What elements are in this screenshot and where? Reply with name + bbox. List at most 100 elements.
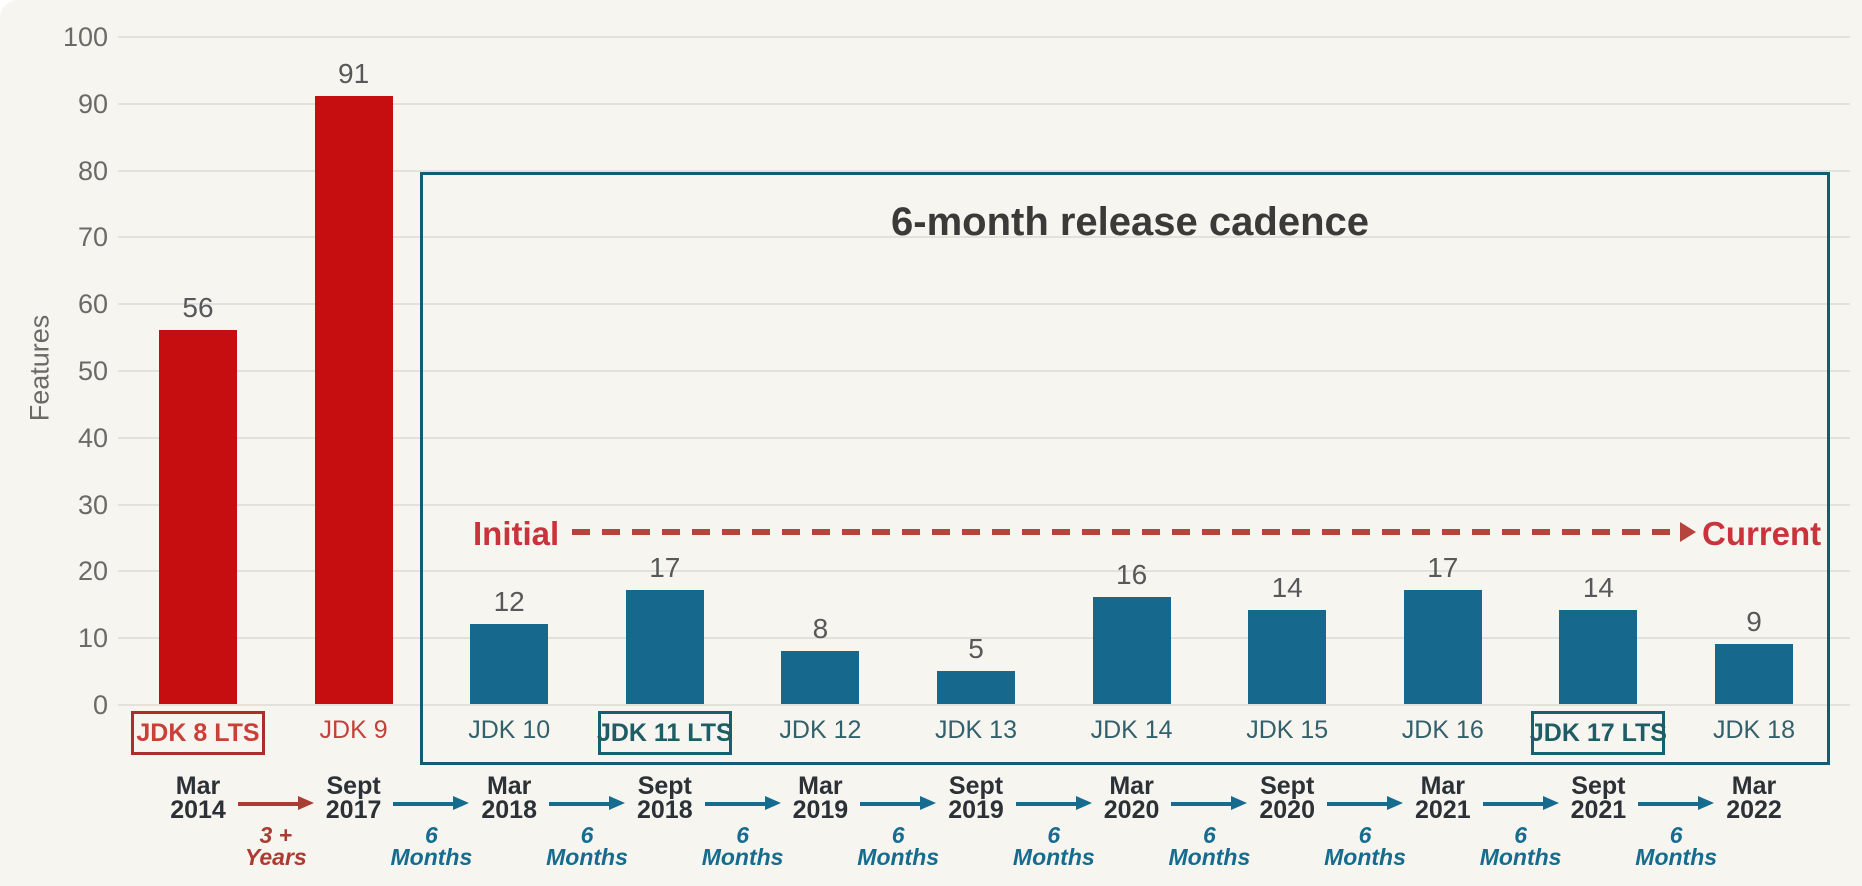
category-label-box: JDK 11 LTS	[597, 711, 733, 755]
y-tick-label: 30	[77, 489, 108, 520]
current-annotation-label: Current	[1702, 515, 1822, 552]
timeline-arrow-icon	[860, 796, 937, 812]
interval-label-line: 6	[891, 822, 905, 848]
arrow-shaft	[1171, 802, 1233, 806]
bar-jdk-17-lts	[1559, 610, 1638, 704]
timeline-arrow-icon	[1171, 796, 1248, 812]
bar-jdk-13	[937, 670, 1015, 704]
bar-jdk-11-lts	[625, 590, 704, 704]
category-label: JDK 10	[468, 716, 551, 744]
timeline-date-line: 2019	[948, 796, 1004, 824]
bar-value-label: 17	[649, 552, 681, 584]
timeline-date-line: 2018	[636, 796, 693, 824]
cadence-box-outline	[420, 172, 1830, 765]
timeline-date-line: 2018	[481, 796, 537, 824]
timeline-date: Mar 2022	[1679, 772, 1829, 824]
timeline-arrow-icon	[1327, 796, 1403, 812]
timeline-date-line: 2022	[1726, 796, 1782, 824]
interval-label-line: Months	[1635, 844, 1718, 870]
category-label-box: JDK 17 LTS	[1530, 711, 1667, 755]
initial-annotation-label: Initial	[473, 515, 560, 552]
bar-value-label: 91	[338, 58, 370, 90]
bar-jdk-10	[470, 623, 549, 704]
bar-value-label: 56	[182, 291, 214, 323]
interval-label-line: Years	[244, 844, 307, 870]
timeline-date: Mar 2019	[745, 774, 895, 823]
bar-jdk-16	[1403, 590, 1482, 704]
gridline	[118, 570, 1850, 573]
timeline-date-line: 2021	[1570, 796, 1627, 824]
bar-value-label: 5	[968, 632, 984, 664]
timeline-arrow-icon	[1482, 796, 1559, 812]
interval-label-line: Months	[857, 844, 940, 870]
bar-jdk-9	[314, 96, 393, 704]
dashed-line-arrowhead-icon	[1680, 522, 1696, 542]
y-tick-label: 0	[92, 690, 108, 720]
interval-label: 6 Months	[673, 824, 813, 869]
category-label: JDK 14	[1090, 716, 1173, 744]
arrow-head	[1075, 796, 1092, 810]
gridline	[118, 236, 1850, 239]
bar-value-label: 8	[812, 612, 829, 644]
timeline-date-line: Sept	[637, 772, 692, 800]
timeline-date-line: Mar	[1420, 772, 1466, 800]
y-tick-label: 90	[77, 88, 108, 119]
initial-to-current-dashed-line	[572, 529, 1680, 535]
gridline	[118, 169, 1850, 172]
timeline-date: Sept 2020	[1212, 774, 1362, 823]
timeline-date-line: 2017	[325, 796, 382, 824]
gridline	[118, 704, 1850, 706]
interval-label: 6 Months	[984, 822, 1124, 869]
category-label: JDK 12	[779, 716, 862, 744]
arrow-shaft	[237, 802, 299, 806]
bar-value-label: 16	[1116, 559, 1148, 591]
arrow-head	[297, 796, 314, 810]
interval-label-line: Months	[390, 844, 473, 870]
interval-label: 6 Months	[361, 822, 501, 870]
gridline	[118, 370, 1850, 372]
timeline-arrow-icon	[237, 796, 314, 812]
gridline	[118, 436, 1850, 439]
interval-label-line: Months	[1324, 844, 1406, 870]
timeline-date: Mar 2014	[123, 774, 273, 823]
bar-value-label: 12	[493, 585, 525, 617]
bar-value-label: 14	[1271, 572, 1303, 604]
timeline-date-line: Mar	[1731, 772, 1777, 800]
interval-label-line: 6	[424, 822, 438, 848]
interval-label: 3 + Years	[206, 824, 346, 870]
y-tick-label: 100	[62, 22, 108, 52]
interval-label: 6 Months	[517, 822, 657, 870]
y-tick-label: 10	[77, 623, 108, 654]
arrow-shaft	[704, 802, 766, 806]
interval-label-line: Months	[1479, 844, 1562, 870]
timeline-arrow-icon	[1638, 796, 1715, 812]
bar-value-label: 17	[1427, 552, 1459, 584]
arrow-head	[920, 796, 937, 810]
arrow-head	[764, 796, 781, 810]
timeline-arrow-icon	[704, 796, 781, 812]
gridline	[118, 36, 1850, 38]
timeline-date: Mar 2021	[1368, 772, 1518, 823]
timeline-date-line: 2020	[1103, 796, 1160, 824]
category-label-box: JDK 8 LTS	[131, 711, 265, 755]
interval-label-line: 6	[1047, 822, 1061, 848]
category-label: JDK 15	[1246, 716, 1329, 744]
bar-value-label: 14	[1582, 572, 1614, 604]
arrow-shaft	[1327, 802, 1388, 806]
bar-jdk-18	[1715, 643, 1793, 704]
cadence-box-title: 6-month release cadence	[891, 200, 1369, 244]
interval-label: 6 Months	[1451, 822, 1591, 870]
interval-label-line: 6	[1514, 822, 1527, 848]
category-label: JDK 13	[935, 716, 1017, 744]
arrow-shaft	[1638, 802, 1700, 806]
category-label: JDK 18	[1713, 716, 1795, 744]
bar-value-label: 9	[1746, 605, 1762, 637]
interval-label: 6 Months	[1606, 824, 1746, 870]
interval-label: 6 Months	[1139, 824, 1279, 869]
y-tick-label: 40	[77, 422, 108, 453]
timeline-date-line: Sept	[948, 772, 1004, 800]
timeline-date-line: Sept	[326, 772, 381, 800]
interval-label-line: Months	[546, 844, 628, 870]
interval-label-line: 6	[580, 822, 594, 848]
timeline-date-line: Sept	[1571, 772, 1626, 800]
